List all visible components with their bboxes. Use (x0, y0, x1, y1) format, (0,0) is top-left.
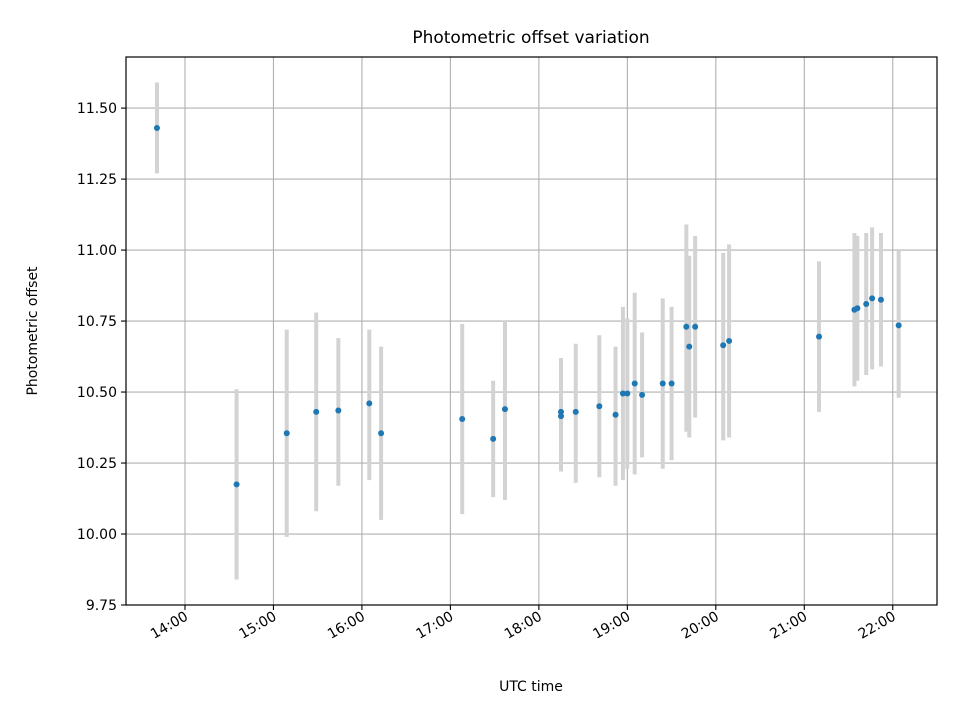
data-point (459, 416, 466, 423)
data-point (572, 408, 579, 415)
data-point (596, 403, 603, 410)
x-tick-label: 15:00 (237, 609, 280, 643)
data-point (720, 342, 727, 349)
x-tick-label: 20:00 (679, 609, 722, 643)
x-tick-label: 18:00 (502, 609, 545, 643)
x-tick-label: 16:00 (325, 609, 368, 643)
data-point (612, 411, 619, 418)
data-point (557, 413, 564, 420)
x-tick-label: 17:00 (413, 609, 456, 643)
x-tick-label: 21:00 (767, 609, 810, 643)
y-tick-label: 11.25 (77, 172, 117, 188)
data-point (683, 323, 690, 330)
y-tick-label: 11.50 (77, 101, 117, 117)
data-point (378, 430, 385, 437)
data-point (869, 295, 876, 302)
data-point (153, 124, 160, 131)
data-point (631, 380, 638, 387)
data-points (153, 124, 902, 488)
data-point (686, 343, 693, 350)
y-tick-label: 11.00 (77, 243, 117, 259)
data-point (501, 406, 508, 413)
y-tick-label: 10.75 (77, 314, 117, 330)
data-point (557, 408, 564, 415)
y-tick-label: 10.50 (77, 385, 117, 401)
data-point (283, 430, 290, 437)
x-axis-label: UTC time (499, 679, 563, 695)
data-point (816, 333, 823, 340)
data-point (668, 380, 675, 387)
chart-title: Photometric offset variation (412, 28, 649, 48)
data-point (490, 435, 497, 442)
data-point (335, 407, 342, 414)
data-point (726, 337, 733, 344)
data-point (877, 296, 884, 303)
y-tick-label: 10.00 (77, 527, 117, 543)
data-point (854, 305, 861, 312)
data-point (313, 408, 320, 415)
data-point (659, 380, 666, 387)
y-tick-label: 10.25 (77, 456, 117, 472)
x-tick-label: 19:00 (590, 609, 633, 643)
data-point (639, 391, 646, 398)
data-point (619, 390, 626, 397)
y-tick-label: 9.75 (86, 598, 117, 614)
x-tick-label: 22:00 (856, 609, 899, 643)
grid (126, 57, 937, 606)
data-point (863, 301, 870, 308)
y-axis-label: Photometric offset (25, 266, 41, 396)
data-point (895, 322, 902, 329)
data-point (366, 400, 373, 407)
axis-ticks: 14:00 15:00 16:00 17:00 18:00 19:00 20:00 21:00… (77, 101, 899, 643)
data-point (233, 481, 240, 488)
error-bars (154, 82, 901, 580)
x-tick-label: 14:00 (148, 609, 191, 643)
plot-frame (125, 56, 938, 606)
data-point (692, 323, 699, 330)
data-point (624, 390, 631, 397)
